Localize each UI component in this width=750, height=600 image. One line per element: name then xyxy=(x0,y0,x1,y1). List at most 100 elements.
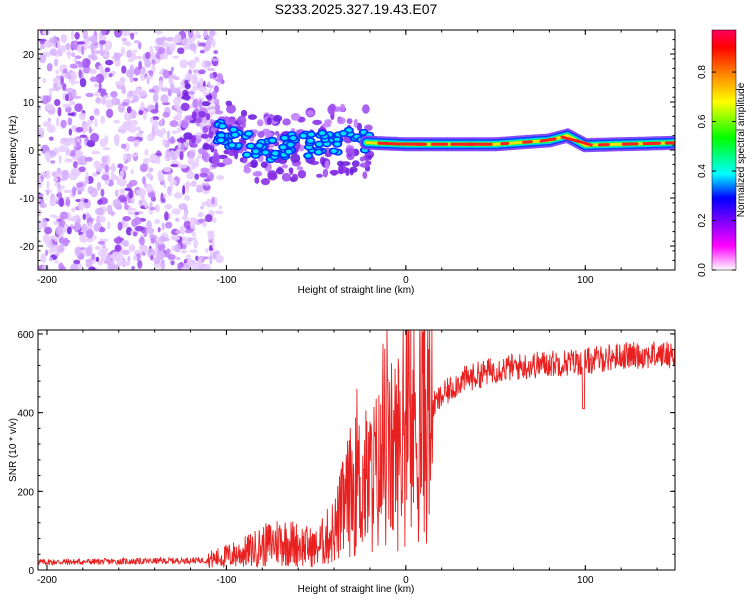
noise-blob xyxy=(138,199,143,207)
noise-blob xyxy=(145,227,155,234)
noise-blob xyxy=(101,155,108,164)
snr-ylabel: SNR (10 * v/v) xyxy=(8,418,19,482)
noise-blob xyxy=(38,53,47,64)
transition-blob xyxy=(202,144,213,150)
noise-blob xyxy=(183,182,192,187)
noise-blob xyxy=(56,172,61,179)
noise-blob xyxy=(133,77,139,82)
noise-blob xyxy=(67,112,75,116)
noise-blob xyxy=(208,233,215,239)
noise-blob xyxy=(81,124,89,133)
noise-blob xyxy=(197,154,202,160)
snr-ytick-label: 600 xyxy=(17,330,34,341)
noise-blob xyxy=(163,166,170,173)
noise-blob xyxy=(199,49,205,54)
noise-blob xyxy=(46,63,53,72)
noise-blob xyxy=(200,205,204,210)
noise-blob xyxy=(58,197,65,208)
noise-blob xyxy=(85,259,92,268)
noise-blob xyxy=(78,166,86,173)
noise-blob xyxy=(70,207,76,213)
signal-chunk-core xyxy=(285,149,292,154)
noise-blob xyxy=(167,254,176,261)
noise-blob xyxy=(134,225,144,232)
transition-blob xyxy=(312,119,322,126)
noise-blob xyxy=(131,218,138,228)
noise-blob xyxy=(180,228,185,235)
noise-blob xyxy=(193,239,199,249)
noise-blob xyxy=(207,67,215,72)
noise-blob xyxy=(211,105,215,110)
noise-blob xyxy=(66,74,72,78)
noise-blob xyxy=(132,91,139,96)
noise-blob xyxy=(53,220,59,226)
noise-blob xyxy=(214,210,224,215)
noise-blob xyxy=(53,215,60,219)
noise-blob xyxy=(42,218,48,229)
noise-blob xyxy=(110,170,115,181)
noise-blob xyxy=(46,239,53,249)
spectrogram-ytick-label: -10 xyxy=(20,194,35,205)
noise-blob xyxy=(85,136,89,143)
noise-blob xyxy=(182,185,186,195)
noise-blob xyxy=(76,182,84,188)
noise-blob xyxy=(138,130,144,134)
transition-blob xyxy=(345,147,355,155)
transition-blob xyxy=(288,167,294,173)
noise-blob xyxy=(207,81,211,87)
noise-blob xyxy=(42,265,49,270)
noise-blob xyxy=(186,257,193,266)
noise-blob xyxy=(55,116,60,127)
noise-blob xyxy=(191,161,197,170)
noise-blob xyxy=(48,257,53,262)
noise-blob xyxy=(95,73,105,84)
spectrogram-ytick-label: 20 xyxy=(23,50,35,61)
noise-blob xyxy=(197,211,204,218)
noise-blob xyxy=(140,101,145,111)
noise-blob xyxy=(109,254,116,259)
noise-blob xyxy=(61,72,68,78)
noise-blob xyxy=(197,257,203,267)
transition-blob xyxy=(290,112,301,121)
noise-blob xyxy=(177,262,181,269)
noise-blob xyxy=(215,254,224,264)
noise-blob xyxy=(211,164,218,168)
noise-blob xyxy=(93,108,100,114)
transition-blob xyxy=(260,161,268,168)
noise-blob xyxy=(84,179,89,185)
noise-blob xyxy=(85,229,94,239)
noise-blob xyxy=(88,221,92,232)
noise-blob xyxy=(77,190,82,195)
noise-blob xyxy=(210,58,220,62)
noise-blob xyxy=(120,143,127,149)
signal-chunk-core xyxy=(243,152,250,157)
noise-blob xyxy=(137,41,142,50)
noise-blob xyxy=(100,247,109,253)
noise-blob xyxy=(137,259,143,269)
transition-blob xyxy=(274,130,280,136)
transition-blob xyxy=(340,161,351,166)
noise-blob xyxy=(38,265,43,270)
noise-blob xyxy=(53,98,61,107)
colorbar-tick-label: 0.4 xyxy=(697,164,708,178)
transition-blob xyxy=(257,131,265,138)
noise-blob xyxy=(172,179,177,186)
snr-series-line xyxy=(38,330,675,569)
transition-blob xyxy=(197,111,207,118)
noise-blob xyxy=(63,189,71,194)
noise-blob xyxy=(104,67,111,73)
noise-blob xyxy=(164,203,173,210)
signal-chunk-core xyxy=(315,150,322,155)
noise-blob xyxy=(79,134,88,138)
noise-blob xyxy=(175,256,181,261)
noise-blob xyxy=(39,202,47,209)
noise-blob xyxy=(46,180,50,189)
noise-blob xyxy=(189,217,198,223)
noise-blob xyxy=(203,178,211,182)
noise-blob xyxy=(45,169,51,180)
noise-blob xyxy=(89,68,97,75)
noise-blob xyxy=(190,181,197,188)
transition-blob xyxy=(334,107,341,112)
transition-blob xyxy=(267,170,277,179)
noise-blob xyxy=(209,72,214,79)
